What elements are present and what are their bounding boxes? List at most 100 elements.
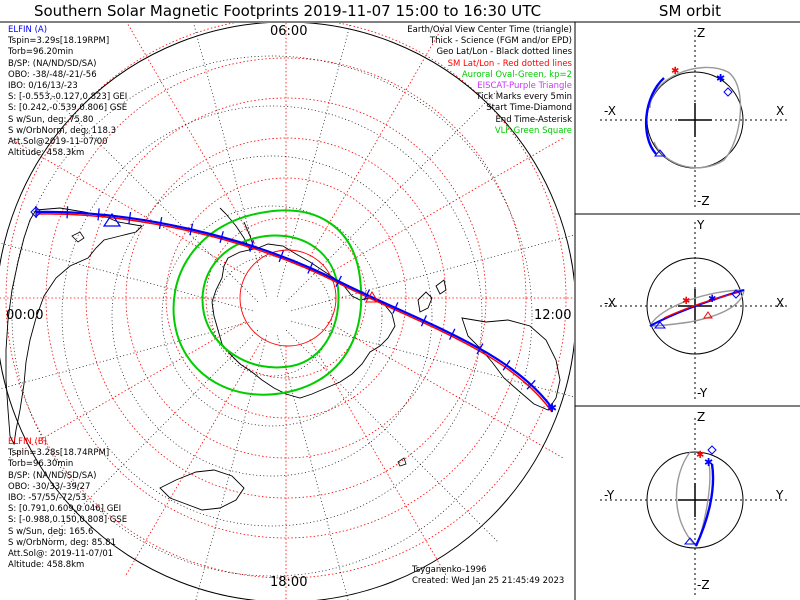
track-tick [158, 217, 163, 230]
info-line: B/SP: (NA/ND/SD/SA) [8, 58, 97, 69]
info-line: S w/Sun, deg: 75.80 [8, 114, 94, 125]
info-line: S: [-0.553,-0.127,0.823] GEI [8, 92, 128, 103]
svg-text:✱: ✱ [704, 456, 713, 469]
track-tick [448, 328, 456, 340]
track-tick [420, 315, 428, 327]
track-tick [219, 231, 224, 243]
info-line: OBO: -38/-48/-21/-56 [8, 69, 97, 80]
elfin-b-name: ELFIN (B) [8, 437, 48, 447]
track-tick [97, 208, 100, 221]
legend-entry: Start Time-Diamond [486, 103, 572, 114]
legend: Earth/Oval View Center Time (triangle) T… [407, 25, 572, 137]
track-tick [189, 223, 194, 236]
sm-pole-circle [239, 249, 337, 347]
info-line: S: [0.242,-0.539,0.806] GSE [8, 103, 128, 114]
south-america-coastline [5, 207, 143, 446]
created-timestamp: Created: Wed Jan 25 21:45:49 2023 [412, 576, 565, 587]
plot-title: Southern Solar Magnetic Footprints 2019-… [33, 2, 542, 20]
view-center-triangle-b [365, 291, 379, 303]
legend-entry: End Time-Asterisk [495, 114, 572, 125]
sm-axis-label: -X [604, 104, 616, 118]
svg-text:✱: ✱ [682, 296, 690, 307]
info-line: Altitude: 458.3km [8, 148, 85, 159]
info-line: S w/Sun, deg: 165.6 [8, 526, 94, 537]
track-tick [249, 240, 255, 252]
sm-axis-label: X [776, 296, 785, 310]
island-coastlines [71, 231, 407, 467]
info-line: S: [-0.988,0.150,0.808] GSE [8, 515, 128, 526]
sm-orbit-panel-xy: ✱ ✱ [600, 222, 790, 400]
track-tick [502, 360, 511, 371]
sm-axis-label: Y [697, 218, 705, 232]
legend-entry: SM Lat/Lon - Red dotted lines [447, 58, 572, 69]
legend-entry: Thick - Science (FGM and/or EPD) [429, 36, 572, 47]
sm-axis-label: -Z [697, 578, 710, 592]
elfin-b-footprint-track [35, 213, 553, 413]
track-tick [392, 302, 399, 314]
australia-coastline [461, 317, 561, 411]
info-line: Att.Sol@2019-11-07/00 [8, 137, 108, 148]
africa-coastline [159, 469, 245, 511]
info-line: Torb=96.30min [8, 459, 74, 470]
info-line: IBO: 0/16/13/-23 [8, 81, 78, 92]
sm-axis-label: X [776, 104, 785, 118]
sm-axis-label: -Z [697, 194, 710, 208]
elfin-a-info: ELFIN (A) Tspin=3.29s[18.19RPM] Torb=96.… [8, 25, 127, 159]
info-line: Att.Sol@: 2019-11-07/01 [8, 549, 114, 560]
end-asterisk: ✱ [547, 401, 557, 415]
track-tick-marks: ✱ [30, 205, 557, 415]
svg-text:✱: ✱ [708, 294, 716, 305]
geo-lat-grid [11, 55, 533, 577]
svg-text:✱: ✱ [716, 72, 725, 85]
clock-label-top: 06:00 [270, 24, 308, 39]
elfin-a-name: ELFIN (A) [8, 25, 48, 35]
auroral-oval [172, 209, 363, 396]
info-line: S w/OrbNorm, deg: 118.3 [8, 125, 117, 136]
elfin-b-info: ELFIN (B) Tspin=3.28s[18.74RPM] Torb=96.… [8, 437, 127, 571]
track-tick [335, 275, 342, 287]
sm-axis-label: Y [776, 488, 784, 502]
sm-orbit-title: SM orbit [658, 2, 722, 20]
clock-label-left: 00:00 [6, 308, 44, 323]
legend-entry: Auroral Oval-Green, kp=2 [461, 69, 572, 80]
track-tick [526, 379, 536, 390]
sm-lon-grid [0, 23, 574, 600]
sm-axis-label: -Y [697, 386, 708, 400]
info-line: Tspin=3.29s[18.19RPM] [8, 36, 110, 47]
clock-label-right: 12:00 [534, 308, 572, 323]
clock-label-bottom: 18:00 [270, 575, 308, 590]
info-line: IBO: -57/55/-72/53 [8, 493, 87, 504]
sm-axis-label: -X [604, 296, 616, 310]
svg-text:✱: ✱ [696, 450, 704, 461]
info-line: Torb=96.20min [8, 47, 74, 58]
info-line: S w/OrbNorm, deg: 85.81 [8, 537, 117, 548]
legend-entry: Earth/Oval View Center Time (triangle) [407, 25, 572, 35]
model-name: Tsyganenko-1996 [412, 565, 487, 575]
info-line: Tspin=3.28s[18.74RPM] [8, 448, 110, 459]
sm-axis-label: Z [697, 410, 706, 424]
sm-axis-label: -Y [604, 488, 615, 502]
legend-entry: Tick Marks every 5min [476, 92, 572, 103]
legend-entry: EISCAT-Purple Triangle [477, 81, 572, 92]
info-line: B/SP: (NA/ND/SD/SA) [8, 470, 97, 481]
view-center-triangle [102, 212, 122, 227]
info-line: Altitude: 458.8km [8, 560, 85, 571]
track-tick [307, 262, 314, 274]
svg-text:✱: ✱ [671, 66, 679, 77]
legend-entry: Geo Lat/Lon - Black dotted lines [436, 47, 572, 58]
geo-lon-grid [0, 23, 574, 600]
sm-orbit-panel-xz: ✱ ✱ [600, 30, 790, 210]
credits: Tsyganenko-1996 Created: Wed Jan 25 21:4… [412, 565, 564, 587]
sm-orbit-panel-yz: ✱ ✱ [600, 418, 790, 596]
track-tick [363, 289, 370, 301]
start-diamond [30, 206, 42, 218]
track-tick [128, 212, 132, 225]
sm-axis-label: Z [697, 26, 706, 40]
new-zealand-coastline [417, 279, 447, 313]
track-tick [278, 250, 284, 263]
antarctica-coastline [211, 243, 396, 399]
elfin-a-footprint-track [35, 210, 553, 409]
legend-entry: VLF-Green Square [494, 125, 572, 136]
info-line: S: [0.791,0.609,0.046] GEI [8, 504, 122, 515]
